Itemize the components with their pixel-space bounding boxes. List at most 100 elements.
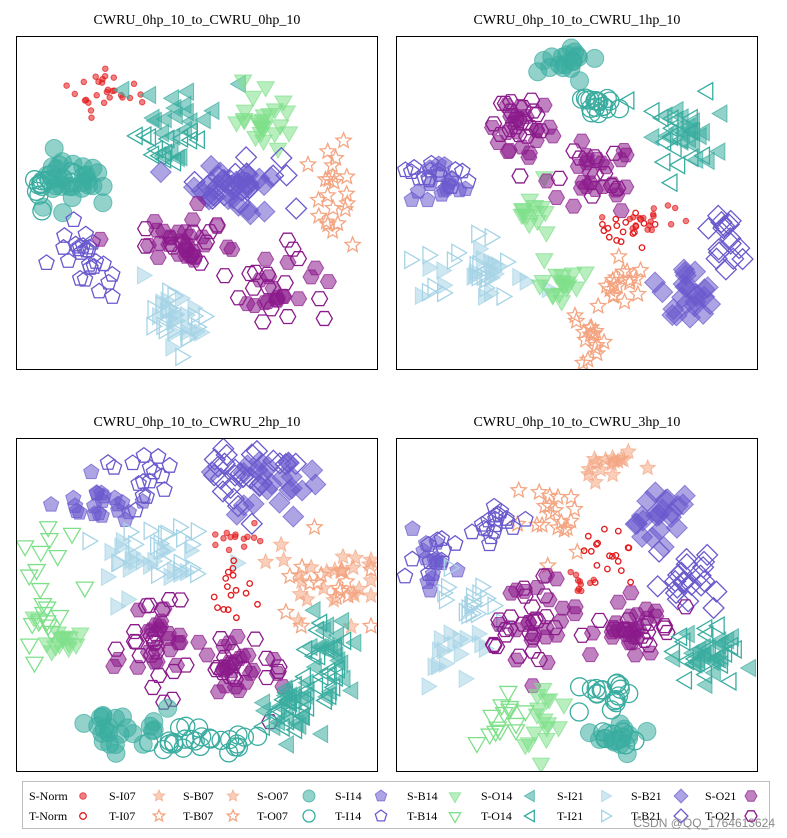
legend-marker-s-o07 [303, 790, 315, 802]
point-S-Norm [252, 520, 258, 526]
point-T-B07 [330, 216, 345, 230]
legend-marker-s-o14 [524, 790, 534, 801]
point-T-O14 [677, 672, 692, 689]
point-T-Norm [589, 549, 595, 555]
point-T-O14 [127, 127, 142, 144]
point-T-O14 [662, 174, 677, 191]
point-T-B07 [300, 157, 315, 171]
point-T-O14 [644, 103, 659, 120]
point-T-Norm [225, 584, 231, 590]
point-S-O07 [134, 735, 152, 753]
point-S-O21 [140, 238, 156, 252]
point-T-I21 [476, 578, 491, 595]
point-T-B07 [532, 484, 547, 498]
point-S-Norm [101, 100, 107, 106]
scatter-plot-3 [17, 439, 378, 772]
point-T-I21 [405, 251, 420, 268]
legend-marker-s-norm [80, 793, 87, 800]
point-S-O07 [571, 72, 589, 90]
point-S-Norm [83, 97, 89, 103]
point-T-B07 [311, 208, 326, 222]
point-S-Norm [107, 95, 113, 101]
point-T-Norm [616, 528, 622, 534]
point-S-B07 [316, 581, 331, 595]
point-T-Norm [602, 526, 608, 532]
point-T-B07 [611, 249, 626, 263]
point-S-I14 [66, 490, 81, 504]
point-S-O21 [541, 593, 557, 607]
point-S-O14 [712, 105, 727, 122]
legend-label-s-norm: S-Norm [29, 789, 68, 803]
point-T-O21 [280, 310, 296, 324]
point-S-O14 [334, 613, 349, 630]
legend-marker-s-o21 [745, 791, 757, 801]
point-T-B07 [363, 618, 378, 632]
legend-marker-s-i07 [153, 790, 164, 801]
point-T-B07 [345, 237, 360, 251]
point-S-O21 [508, 653, 524, 667]
point-T-B07 [617, 294, 632, 308]
point-S-O14 [179, 83, 194, 100]
point-S-I14 [405, 521, 420, 535]
point-S-O07 [159, 699, 177, 717]
point-T-Norm [620, 229, 626, 235]
point-T-Norm [614, 223, 620, 229]
point-T-Norm [586, 533, 592, 539]
point-T-I14 [100, 455, 115, 469]
point-S-B14 [538, 227, 555, 242]
point-S-O07 [94, 177, 112, 195]
point-T-B14 [17, 541, 34, 556]
point-S-Norm [64, 83, 70, 89]
point-T-B14 [76, 582, 93, 597]
legend-label-s-i14: S-I14 [335, 789, 362, 803]
point-T-Norm [247, 581, 253, 587]
point-S-Norm [81, 79, 87, 85]
point-S-O07 [564, 52, 582, 70]
point-S-I21 [166, 339, 181, 356]
point-T-I21 [199, 308, 214, 325]
point-T-O14 [698, 83, 713, 100]
legend-marker-t-i07 [153, 810, 164, 821]
point-T-Norm [211, 594, 217, 600]
point-S-O21 [190, 197, 206, 211]
point-S-O21 [500, 145, 516, 159]
point-T-Norm [652, 222, 658, 228]
scatter-plot-4 [397, 439, 758, 772]
point-S-O14 [346, 634, 361, 651]
point-S-B14 [577, 267, 594, 282]
point-T-B14 [21, 639, 38, 654]
point-S-Norm [94, 93, 100, 99]
scatter-plot-1 [17, 37, 378, 370]
point-S-O21 [280, 255, 296, 269]
legend-marker-t-i14 [375, 810, 386, 821]
point-T-O14 [670, 156, 685, 173]
legend-marker-t-o14 [524, 810, 534, 821]
point-T-B14 [32, 546, 49, 561]
point-S-O21 [610, 595, 626, 609]
point-S-Norm [224, 530, 230, 536]
point-S-O21 [582, 648, 598, 662]
point-S-O21 [199, 648, 215, 662]
point-T-B07 [591, 298, 606, 312]
panel-1-plot [16, 36, 378, 370]
point-T-B21 [694, 571, 715, 592]
point-S-O21 [567, 600, 583, 614]
point-S-B14 [280, 127, 297, 142]
legend-label-s-b07: S-B07 [183, 789, 214, 803]
point-S-Norm [100, 76, 106, 82]
point-S-O21 [320, 275, 336, 289]
legend-marker-t-b14 [449, 813, 460, 823]
point-T-I14 [96, 256, 111, 270]
point-T-I14 [105, 289, 120, 303]
point-T-O14 [721, 673, 736, 690]
legend-marker-t-i21 [602, 810, 612, 821]
point-T-B07 [339, 169, 354, 183]
point-S-I21 [137, 267, 152, 284]
point-S-Norm [651, 213, 657, 219]
point-S-O21 [613, 204, 629, 218]
point-T-Norm [215, 605, 221, 611]
point-T-Norm [230, 573, 236, 579]
point-T-B14 [26, 657, 43, 672]
point-T-O07 [570, 703, 588, 721]
point-S-I14 [43, 497, 58, 511]
